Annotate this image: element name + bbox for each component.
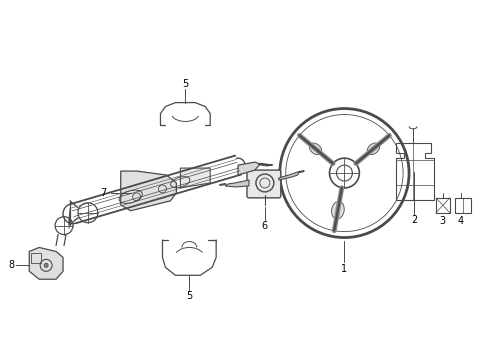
Text: 2: 2 <box>411 215 417 225</box>
Polygon shape <box>121 171 176 211</box>
Text: 7: 7 <box>100 188 107 198</box>
Polygon shape <box>279 171 300 180</box>
Text: 1: 1 <box>342 264 347 274</box>
Circle shape <box>44 264 48 267</box>
Polygon shape <box>29 247 63 279</box>
Polygon shape <box>238 162 260 175</box>
Ellipse shape <box>309 143 321 155</box>
Ellipse shape <box>367 143 380 155</box>
FancyBboxPatch shape <box>247 170 281 198</box>
Bar <box>455 198 471 213</box>
Bar <box>436 198 450 213</box>
Polygon shape <box>225 180 249 187</box>
Bar <box>31 253 41 264</box>
Ellipse shape <box>332 201 344 219</box>
Text: 6: 6 <box>262 221 268 231</box>
Text: 5: 5 <box>182 79 189 89</box>
Text: 4: 4 <box>458 216 464 226</box>
Text: 3: 3 <box>440 216 446 226</box>
Polygon shape <box>180 168 210 188</box>
Text: 5: 5 <box>186 291 193 301</box>
Text: 8: 8 <box>8 260 14 270</box>
